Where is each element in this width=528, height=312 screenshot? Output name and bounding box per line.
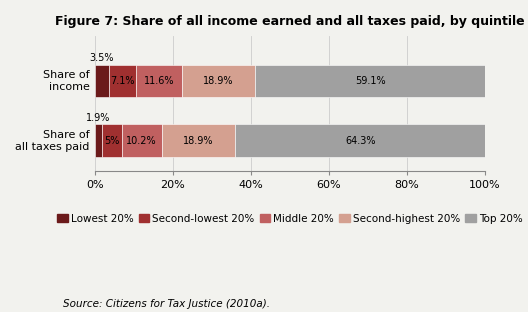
Text: 18.9%: 18.9% xyxy=(183,136,214,146)
Bar xyxy=(162,124,235,157)
Bar xyxy=(255,65,486,97)
Text: 7.1%: 7.1% xyxy=(110,76,135,86)
Bar xyxy=(102,124,122,157)
Bar xyxy=(122,124,162,157)
Bar xyxy=(109,65,136,97)
Bar xyxy=(235,124,486,157)
Title: Figure 7: Share of all income earned and all taxes paid, by quintile: Figure 7: Share of all income earned and… xyxy=(55,15,525,28)
Text: 1.9%: 1.9% xyxy=(87,113,111,123)
Text: 10.2%: 10.2% xyxy=(126,136,157,146)
Text: 5%: 5% xyxy=(105,136,120,146)
Text: 64.3%: 64.3% xyxy=(345,136,376,146)
Bar xyxy=(182,65,255,97)
Text: 11.6%: 11.6% xyxy=(144,76,174,86)
Text: 3.5%: 3.5% xyxy=(90,53,114,63)
Text: 59.1%: 59.1% xyxy=(355,76,386,86)
Text: Source: Citizens for Tax Justice (2010a).: Source: Citizens for Tax Justice (2010a)… xyxy=(63,299,270,309)
Text: 18.9%: 18.9% xyxy=(203,76,233,86)
Bar xyxy=(136,65,182,97)
Bar xyxy=(95,65,109,97)
Bar xyxy=(95,124,102,157)
Legend: Lowest 20%, Second-lowest 20%, Middle 20%, Second-highest 20%, Top 20%: Lowest 20%, Second-lowest 20%, Middle 20… xyxy=(58,214,523,224)
